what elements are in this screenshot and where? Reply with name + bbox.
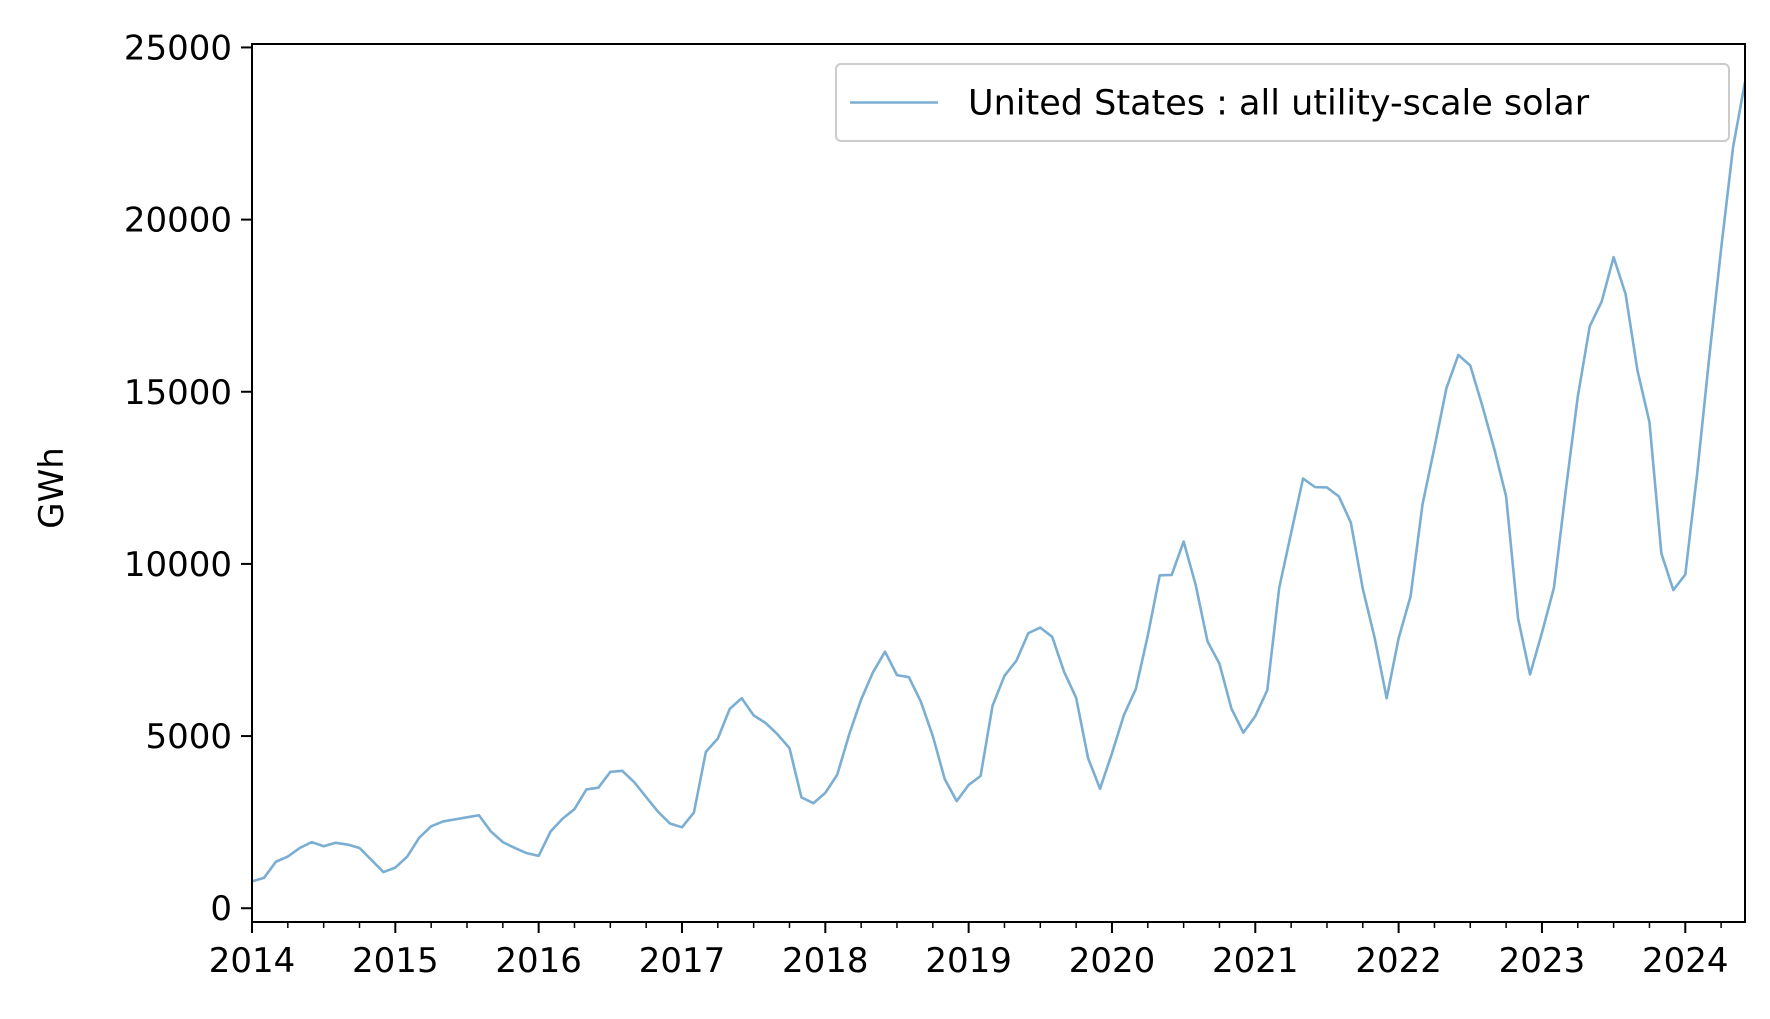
axes: 0 5000 10000 15000 20000 25000 2014 2015 2016 201… [124, 28, 1746, 981]
y-tick-label: 15000 [124, 373, 232, 413]
y-tick-label: 5000 [145, 717, 232, 757]
y-tick-label: 0 [210, 889, 232, 929]
x-tick-label: 2020 [1069, 941, 1156, 981]
x-tick-label: 2023 [1499, 941, 1586, 981]
legend-box [835, 63, 1730, 142]
x-tick-label: 2015 [352, 941, 439, 981]
y-tick-label: 10000 [124, 545, 232, 585]
x-tick-label: 2016 [495, 941, 582, 981]
y-tick-label: 25000 [124, 28, 232, 68]
series-line-0 [252, 81, 1745, 883]
x-tick-label: 2019 [925, 941, 1012, 981]
plot-frame [251, 43, 1746, 923]
x-tick-label: 2017 [639, 941, 726, 981]
x-tick-label: 2021 [1212, 941, 1299, 981]
plot-area [252, 81, 1745, 883]
y-tick-label: 20000 [124, 201, 232, 241]
legend: United States : all utility-scale solar [835, 63, 1730, 142]
legend-label: United States : all utility-scale solar [968, 84, 1590, 124]
x-tick-label: 2024 [1642, 941, 1729, 981]
y-axis-label: GWh [32, 447, 72, 529]
x-tick-label: 2014 [209, 941, 296, 981]
x-tick-label: 2022 [1355, 941, 1442, 981]
x-tick-label: 2018 [782, 941, 869, 981]
